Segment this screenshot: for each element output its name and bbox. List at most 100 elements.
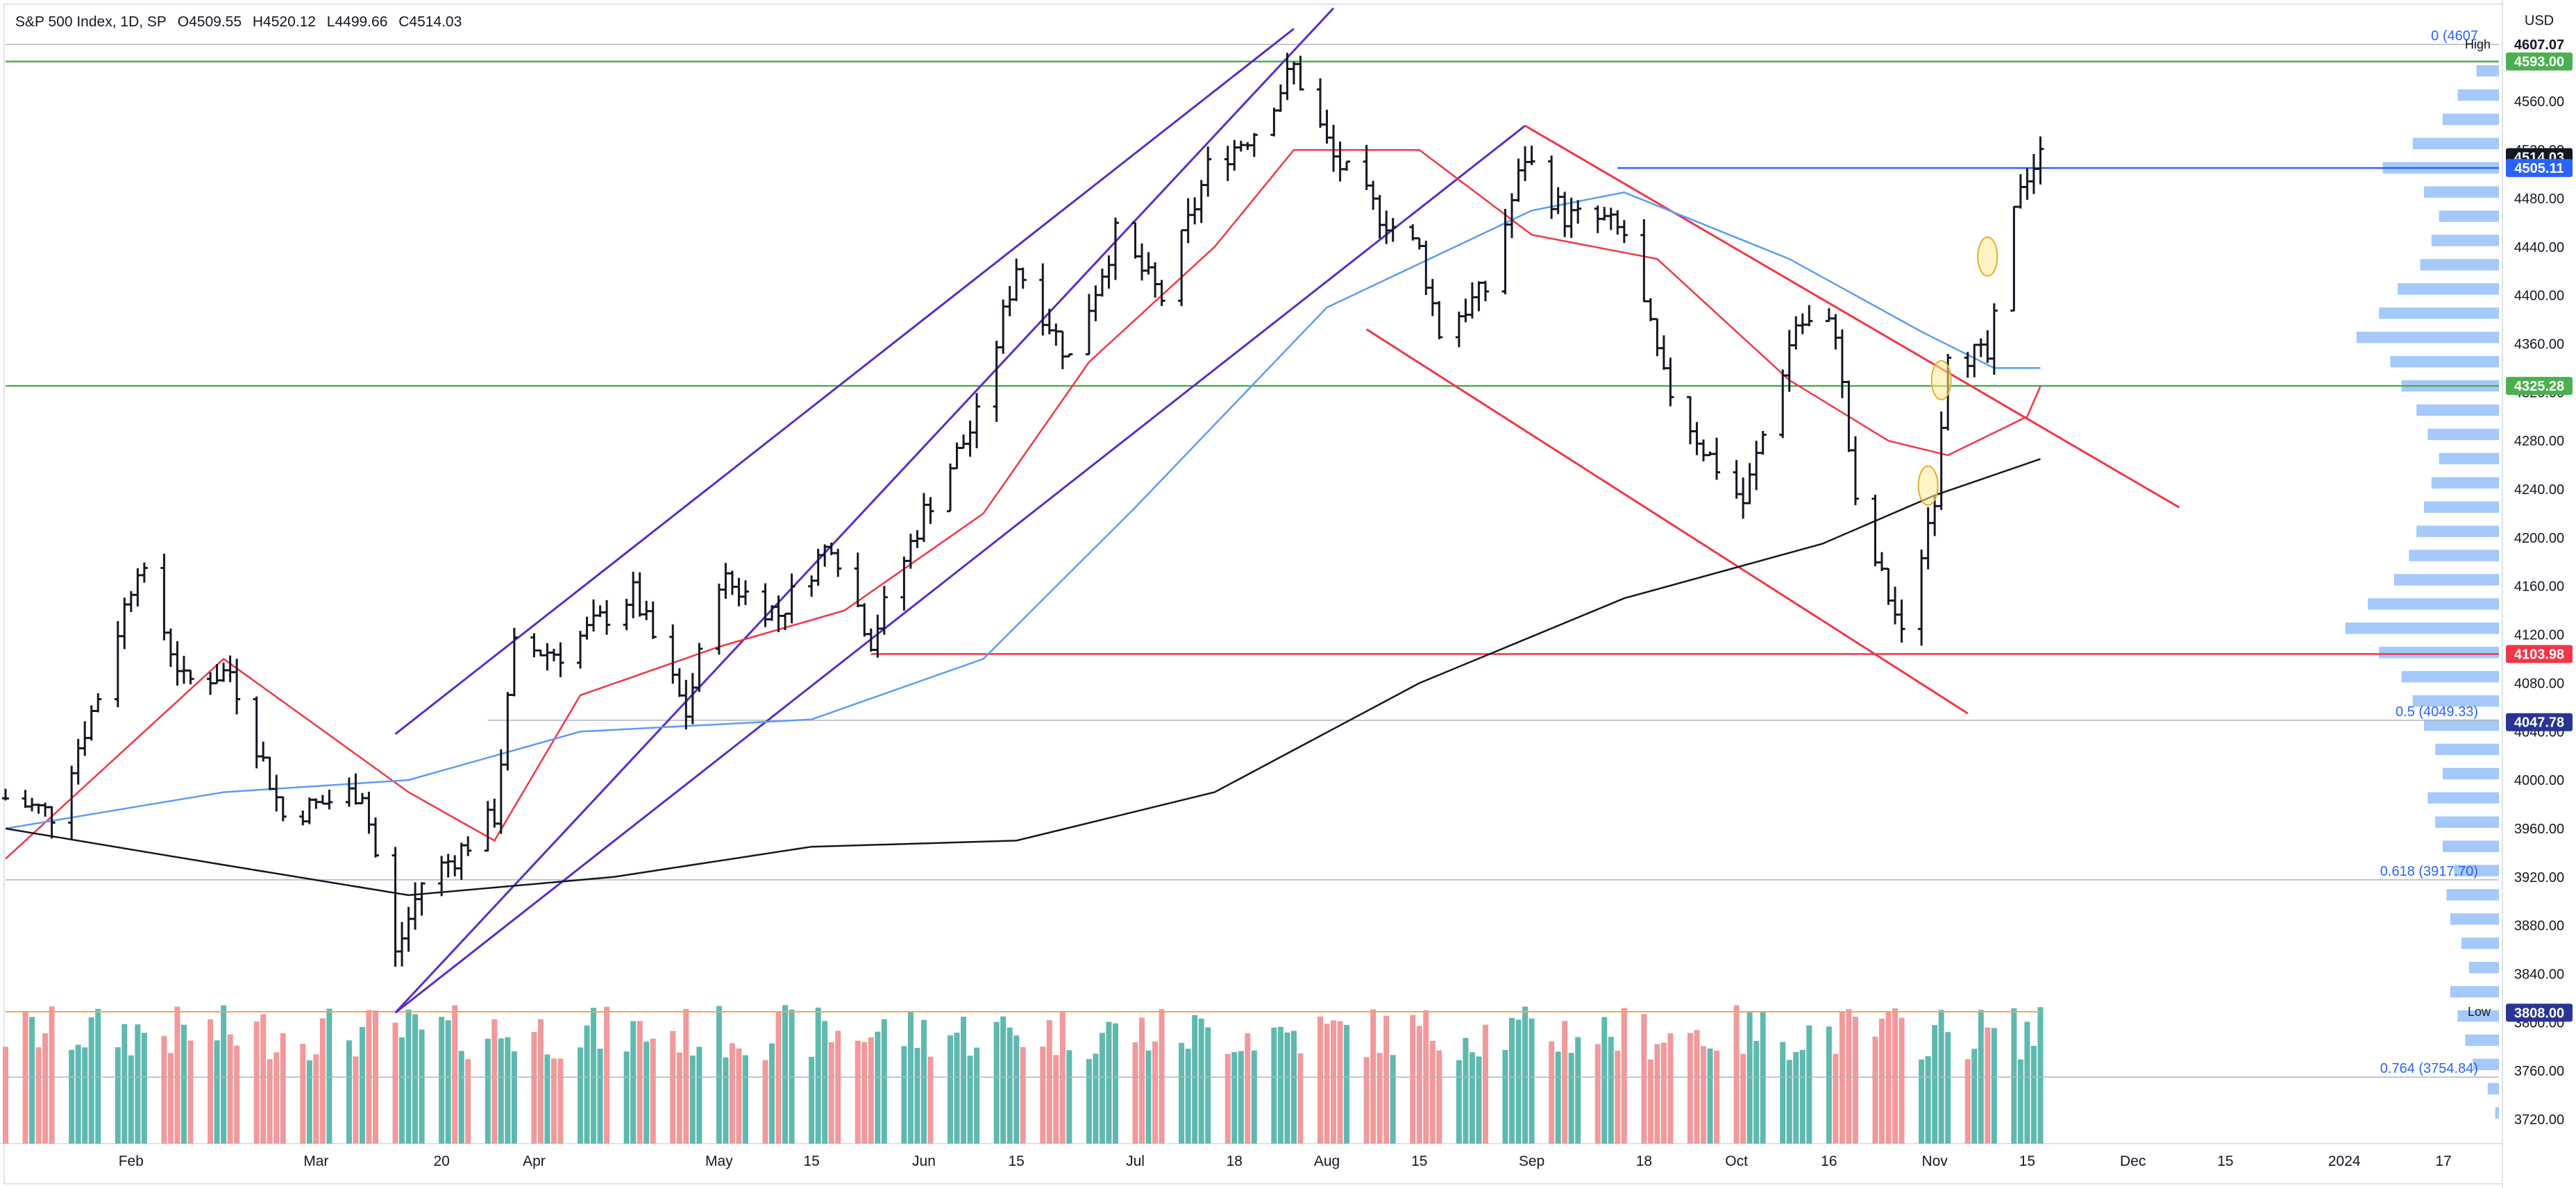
ohlc-bar — [1429, 279, 1436, 316]
volume-bar — [1066, 1050, 1072, 1144]
ohlc-bar — [1501, 209, 1509, 295]
volume-bar — [729, 1043, 735, 1144]
x-tick-label: Jun — [912, 1153, 936, 1169]
volume-bar — [1701, 1046, 1707, 1144]
time-axis[interactable]: Feb Mar 20 Apr May 15 Jun 15 Jul 18 Aug 15 Sep 18 Oct 1… — [119, 1153, 2452, 1169]
y-tick-label: 4560.00 — [2514, 94, 2564, 110]
ohlc-bar — [1845, 380, 1853, 452]
volume-bar — [1932, 1025, 1938, 1144]
profile-bar — [2439, 210, 2499, 222]
volume-bar — [578, 1047, 584, 1144]
volume-bar — [1945, 1032, 1951, 1144]
volume-bar — [1093, 1053, 1099, 1144]
open-value: O4509.55 — [177, 14, 242, 30]
volume-bar — [1053, 1055, 1059, 1144]
ohlc-bar — [1614, 210, 1622, 235]
x-tick-label: Apr — [523, 1153, 546, 1169]
ohlc-bar — [1660, 335, 1667, 370]
volume-bar — [716, 1005, 722, 1144]
ohlc-bar — [1468, 282, 1476, 319]
ohlc-bar — [1971, 343, 1978, 377]
ohlc-bar — [1422, 240, 1430, 296]
ohlc-bar — [1237, 140, 1245, 152]
ohlc-bar — [2023, 168, 2031, 200]
volume-bar — [1919, 1059, 1925, 1144]
volume-bar — [1179, 1042, 1185, 1144]
ohlc-bar — [180, 656, 187, 684]
ohlc-bar — [2, 788, 9, 801]
volume-bar — [1145, 1050, 1152, 1144]
ohlc-bar — [867, 628, 875, 652]
ohlc-bar — [1105, 255, 1113, 289]
ohlc-bar — [35, 803, 42, 814]
ohlc-bar — [577, 631, 584, 669]
profile-bar — [2495, 1107, 2499, 1119]
price-axis[interactable]: 3720.003760.003800.003840.003880.003920.… — [2514, 94, 2564, 1128]
volume-bar — [1971, 1049, 1978, 1144]
volume-bar — [161, 1035, 167, 1144]
ohlc-bar — [22, 790, 29, 808]
ohlc-bar — [1918, 549, 1926, 646]
price-tag-box — [2506, 52, 2573, 71]
profile-bar — [2356, 332, 2499, 343]
ohlc-bar — [1370, 180, 1377, 210]
ohlc-bar — [68, 765, 76, 839]
high-value: H4520.12 — [252, 14, 316, 30]
volume-bar — [1641, 1014, 1647, 1144]
volume-bar — [300, 1044, 306, 1144]
volume-bar — [927, 1056, 934, 1144]
ohlc-bar — [94, 693, 102, 713]
volume-bar — [1509, 1017, 1515, 1144]
ohlc-bars — [2, 53, 2044, 967]
ohlc-bar — [345, 777, 353, 807]
volume-bar — [974, 1047, 980, 1144]
profile-bar — [2393, 574, 2499, 586]
ohlc-bar — [1931, 496, 1939, 536]
volume-bar — [1615, 1051, 1621, 1144]
y-tick-label: 4240.00 — [2514, 482, 2564, 498]
y-tick-label: 4400.00 — [2514, 289, 2564, 304]
ohlc-bar — [1740, 477, 1747, 519]
volume-bar — [828, 1042, 834, 1144]
ohlc-bar — [220, 663, 228, 682]
ohlc-bar — [451, 855, 459, 876]
volume-bar — [42, 1033, 49, 1144]
volume-bar — [273, 1052, 280, 1144]
volume-bar — [1224, 1053, 1231, 1144]
ohlc-bar — [114, 621, 121, 708]
ohlc-bar — [1838, 329, 1846, 398]
ohlc-bar — [226, 655, 234, 683]
volume-bar — [1377, 1053, 1383, 1144]
volume-bar — [920, 1019, 927, 1144]
profile-bar — [2454, 865, 2499, 876]
ohlc-bar — [1508, 193, 1516, 239]
volume-bar — [630, 1021, 637, 1144]
volume-bar — [234, 1045, 240, 1144]
ohlc-bar — [121, 597, 128, 650]
ohlc-bar — [1686, 396, 1694, 445]
symbol-label[interactable]: S&P 500 Index, 1D, SP — [15, 14, 167, 30]
ohlc-bar — [636, 572, 643, 617]
x-tick-label: Jul — [1126, 1153, 1145, 1169]
volume-bar — [1337, 1021, 1343, 1144]
ohlc-bar — [319, 795, 326, 805]
volume-bar — [82, 1047, 88, 1144]
volume-bar — [465, 1059, 471, 1144]
volume-bar — [1714, 1050, 1720, 1144]
volume-bar — [1892, 1008, 1899, 1144]
ohlc-bar — [900, 557, 908, 611]
ohlc-bar — [960, 434, 968, 450]
profile-bar — [2424, 186, 2499, 198]
volume-bar — [69, 1049, 75, 1144]
ohlc-bar — [1052, 323, 1060, 346]
ohlc-bar — [1713, 437, 1721, 480]
profile-bar — [2401, 670, 2499, 683]
ohlc-bar — [1039, 263, 1047, 336]
ohlc-bar — [491, 798, 498, 828]
profile-bar — [2345, 622, 2499, 634]
volume-bar — [1964, 1059, 1971, 1144]
x-tick-label: Aug — [1314, 1153, 1340, 1169]
profile-bar — [2443, 840, 2499, 852]
volume-bar — [1271, 1027, 1277, 1144]
